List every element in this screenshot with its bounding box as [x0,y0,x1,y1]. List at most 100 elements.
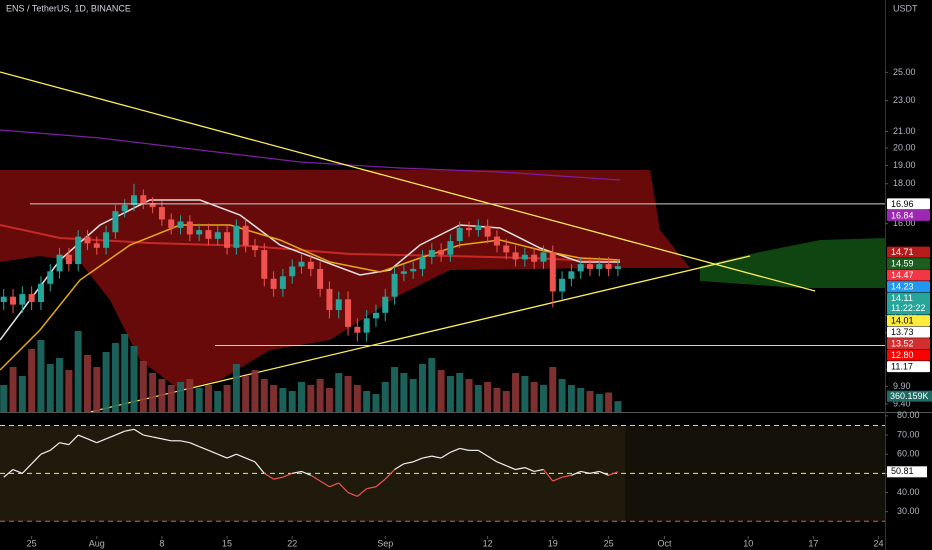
volume-bar [9,367,17,412]
rsi-segment [356,488,368,497]
candle-body [372,312,379,319]
volume-bar [409,379,417,412]
rsi-tick-label: 40.00 [897,487,920,497]
ma-orange [0,224,621,371]
y-tick-label: 18.00 [893,178,916,188]
volume-bar [353,385,361,412]
volume-bar [158,379,166,412]
candle-body [484,225,491,237]
volume-bar [298,382,306,412]
rsi-segment [459,447,470,451]
rsi-segment [254,461,265,474]
rsi-segment [49,442,60,451]
volume-bar [577,388,585,412]
candle-body [456,227,463,242]
rsi-segment [152,436,163,440]
candle-body [298,261,305,267]
rsi-segment [292,470,302,474]
candle-body [549,252,556,292]
volume-bar [335,373,343,412]
rsi-segment [440,451,451,459]
x-tick-label: 12 [483,538,493,548]
candle-body [363,318,370,333]
rsi-segment [366,486,377,490]
candle-body [103,232,110,248]
volume-bar [530,382,538,412]
rsi-segment [412,457,423,463]
volume-bar [484,382,492,412]
candle-body [37,283,44,302]
candle-body [224,232,231,248]
candle-body [410,268,417,272]
rsi-segment [143,434,153,438]
volume-bar [344,376,352,412]
volume-bar [232,364,240,412]
volume-bar [418,364,426,412]
candle-body [149,203,156,208]
candle-body [568,271,575,279]
volume-bar [391,367,399,412]
candle-body [354,326,361,333]
y-tick-label: 9.40 [893,398,911,408]
x-tick-label: 15 [222,538,232,548]
volume-bar [446,376,454,412]
rsi-segment [571,470,581,476]
price-tag [887,269,930,281]
price-tag [887,338,930,350]
y-tick-label: 16.00 [893,218,916,228]
candle-body [289,266,296,277]
price-tag [887,258,930,270]
volume-bar [28,349,36,412]
volume-bar [288,391,296,412]
volume-bar [130,346,138,412]
rsi-segment [301,470,312,476]
price-tag-label: 14.01 [891,316,914,326]
price-tag [887,198,930,210]
candle-body [531,254,538,262]
candle-body [447,241,454,255]
volume-tag-label: 360.159K [890,391,929,401]
candle-body [559,278,566,292]
rsi-segment [263,472,274,480]
candle-body [428,250,435,258]
rsi-tick-label: 60.00 [897,449,920,459]
candle-body [186,221,193,235]
candle-body [140,195,147,204]
rsi-segment [561,474,572,478]
rsi-segment [180,440,190,444]
volume-bar [493,388,501,412]
volume-bar [111,343,119,412]
volume-bar [223,385,231,412]
price-tag [887,326,930,338]
candle-body [214,232,221,239]
rsi-segment [133,428,144,436]
price-tag-label: 16.84 [891,210,914,220]
rsi-segment [87,438,98,444]
candle-body [382,296,389,313]
volume-bar [400,373,408,412]
volume-bar [363,391,371,412]
volume-bar [121,334,129,412]
volume-tag [887,390,932,402]
volume-bar [474,385,482,412]
candle-body [317,268,324,289]
candle-body [493,236,500,246]
trendline-down [0,71,816,292]
volume-bar [37,340,45,412]
candle-body [10,296,17,305]
rsi-segment [543,469,554,482]
rsi-segment [534,468,544,473]
candle-body [577,264,584,272]
volume-bar [567,385,575,412]
price-tag-label: 14.59 [891,259,914,269]
volume-bar [260,379,268,412]
candle-body [251,245,258,251]
y-tick-label: 21.00 [893,126,916,136]
rsi-segment [226,453,237,459]
rsi-segment [384,469,396,480]
candle-body [205,230,212,239]
volume-bar [251,370,259,412]
candle-body [56,254,63,272]
rsi-segment [115,430,125,436]
